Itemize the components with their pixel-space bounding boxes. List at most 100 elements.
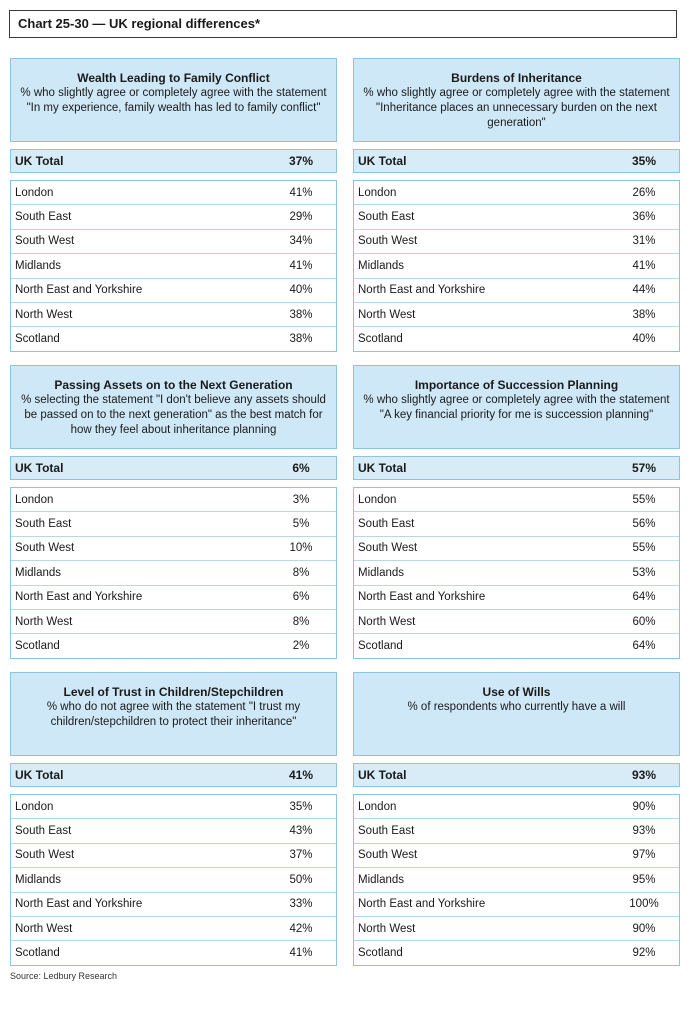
uk-total-label: UK Total [15,154,64,168]
uk-total-value: 6% [292,461,310,475]
table-row: South East 36% [354,204,679,228]
table-row: London 90% [354,795,679,818]
region-value: 26% [632,186,656,199]
panel-subtitle: % who slightly agree or completely agree… [363,87,670,129]
panel-header: Burdens of Inheritance % who slightly agr… [353,58,680,142]
region-value: 2% [292,640,310,653]
panel-5: Level of Trust in Children/Stepchildren%… [10,672,337,966]
uk-total-value: 37% [288,154,314,168]
region-value: 8% [292,615,310,628]
region-value: 31% [632,235,656,248]
uk-total-row: UK Total 57% [353,456,680,480]
region-value: 55% [632,542,656,555]
table-row: Scotland 92% [354,940,679,964]
region-value: 41% [289,259,313,272]
region-value: 33% [289,898,313,911]
region-value: 56% [632,518,656,531]
table-row: North West 90% [354,915,679,940]
table-row: South West 31% [354,228,679,253]
panel-header: Level of Trust in Children/Stepchildren%… [10,672,337,756]
region-table: London 26% South East 36% South West 31% Midla… [353,180,680,352]
region-name: Midlands [15,873,62,886]
table-row: Midlands 8% [11,560,336,584]
table-row: South West 55% [354,535,679,560]
table-row: London 55% [354,488,679,511]
region-name: Midlands [358,873,405,886]
region-value: 41% [289,947,313,960]
region-name: London [15,800,54,813]
region-value: 55% [632,493,656,506]
region-table: London 55% South East 56% South West 55% Midla… [353,487,680,659]
region-name: London [15,186,54,199]
table-row: North West 42% [11,915,336,940]
uk-total-value: 41% [288,768,314,782]
region-value: 90% [632,922,656,935]
uk-total-row: UK Total 93% [353,763,680,787]
region-name: South East [358,825,415,838]
panel-subtitle: % selecting the statement "I don't belie… [21,394,326,436]
uk-total-value: 93% [631,768,657,782]
table-row: South East 43% [11,818,336,842]
region-name: North West [358,615,416,628]
region-name: South West [358,542,418,555]
region-value: 42% [289,922,313,935]
region-value: 38% [289,308,313,321]
region-value: 3% [292,493,310,506]
region-name: South West [15,849,75,862]
table-row: London 41% [11,181,336,204]
region-name: London [358,186,397,199]
region-name: South East [15,211,72,224]
region-name: Scotland [358,640,403,653]
source-note: Source: Ledbury Research [10,971,118,981]
region-name: North East and Yorkshire [15,898,143,911]
region-name: Scotland [358,333,403,346]
region-value: 50% [289,873,313,886]
panel-header: Wealth Leading to Family Conflict % who s… [10,58,337,142]
region-value: 10% [289,542,313,555]
table-row: North East and Yorkshire 44% [354,277,679,302]
region-value: 97% [632,849,656,862]
region-value: 40% [632,333,656,346]
region-name: South West [358,235,418,248]
table-row: North East and Yorkshire 64% [354,584,679,609]
uk-total-row: UK Total 41% [10,763,337,787]
table-row: Scotland 40% [354,326,679,350]
uk-total-label: UK Total [15,461,64,475]
table-row: Midlands 95% [354,867,679,891]
table-row: Scotland 38% [11,326,336,350]
panel-heading: Use of Wills [482,685,551,699]
region-value: 6% [292,591,310,604]
table-row: North East and Yorkshire 100% [354,891,679,916]
panel-4: Importance of Succession Planning % who s… [353,365,680,659]
region-value: 92% [632,947,656,960]
panel-subtitle: % who do not agree with the statement "I… [46,701,301,728]
region-table: London 3% South East 5% South West 10% Midland… [10,487,337,659]
chart-title: Chart 25-30 — UK regional differences* [9,10,677,38]
uk-total-row: UK Total 6% [10,456,337,480]
uk-total-value: 57% [631,461,657,475]
table-row: South East 56% [354,511,679,535]
region-name: Scotland [15,333,60,346]
region-value: 38% [632,308,656,321]
region-name: Midlands [15,566,62,579]
region-value: 35% [289,800,313,813]
panel-2: Burdens of Inheritance % who slightly agr… [353,58,680,352]
region-value: 41% [289,186,313,199]
region-value: 40% [289,284,313,297]
table-row: London 26% [354,181,679,204]
table-row: Scotland 41% [11,940,336,964]
region-value: 95% [632,873,656,886]
region-name: Midlands [358,566,405,579]
region-table: London 90% South East 93% South West 97% Midla… [353,794,680,966]
region-value: 64% [632,591,656,604]
region-value: 38% [289,333,313,346]
region-value: 43% [289,825,313,838]
table-row: South West 10% [11,535,336,560]
table-row: Midlands 41% [11,253,336,277]
region-name: Midlands [15,259,62,272]
panel-subtitle: % who slightly agree or completely agree… [20,87,327,114]
region-value: 100% [629,898,659,911]
region-value: 64% [632,640,656,653]
region-name: South West [15,235,75,248]
table-row: London 3% [11,488,336,511]
